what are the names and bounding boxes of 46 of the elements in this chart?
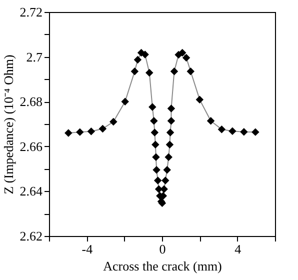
- x-axis-title: Across the crack (mm): [103, 258, 222, 274]
- x-tick-label: 4: [234, 242, 242, 256]
- y-tick-label: 2.72: [20, 4, 42, 20]
- point: [148, 103, 156, 111]
- point: [98, 124, 107, 133]
- point: [150, 116, 158, 125]
- point: [110, 118, 118, 126]
- x-tick-label: -4: [82, 242, 94, 256]
- point: [182, 54, 190, 62]
- point: [178, 48, 186, 57]
- y-tick-label: 2.68: [20, 94, 42, 110]
- point: [240, 128, 248, 136]
- y-axis-title: Z (Impedance) (10⁻⁴ Ohm): [0, 54, 16, 194]
- point: [170, 67, 178, 76]
- point: [134, 56, 142, 64]
- point: [218, 126, 226, 134]
- point: [154, 176, 162, 184]
- y-tick-label: 2.66: [20, 138, 43, 154]
- point: [146, 68, 154, 77]
- point: [167, 116, 176, 125]
- y-tick-label: 2.7: [26, 49, 43, 64]
- point: [130, 67, 139, 76]
- point: [150, 128, 159, 136]
- y-tick-label: 2.62: [20, 228, 42, 244]
- point: [163, 166, 171, 174]
- point: [141, 50, 149, 58]
- point: [152, 153, 160, 162]
- point: [167, 104, 176, 112]
- point: [252, 128, 260, 136]
- point: [160, 185, 168, 194]
- point: [76, 128, 84, 136]
- point: [228, 127, 236, 136]
- x-tick-label: 0: [159, 242, 166, 256]
- point: [196, 96, 204, 104]
- point: [162, 176, 170, 184]
- point: [121, 98, 129, 106]
- point: [166, 140, 174, 148]
- point: [87, 128, 96, 136]
- point: [152, 166, 160, 174]
- y-tick-label: 2.64: [20, 184, 43, 199]
- point: [152, 140, 160, 148]
- point: [166, 128, 174, 136]
- point: [206, 116, 215, 125]
- point: [64, 129, 72, 137]
- point: [186, 67, 194, 76]
- point: [164, 153, 172, 162]
